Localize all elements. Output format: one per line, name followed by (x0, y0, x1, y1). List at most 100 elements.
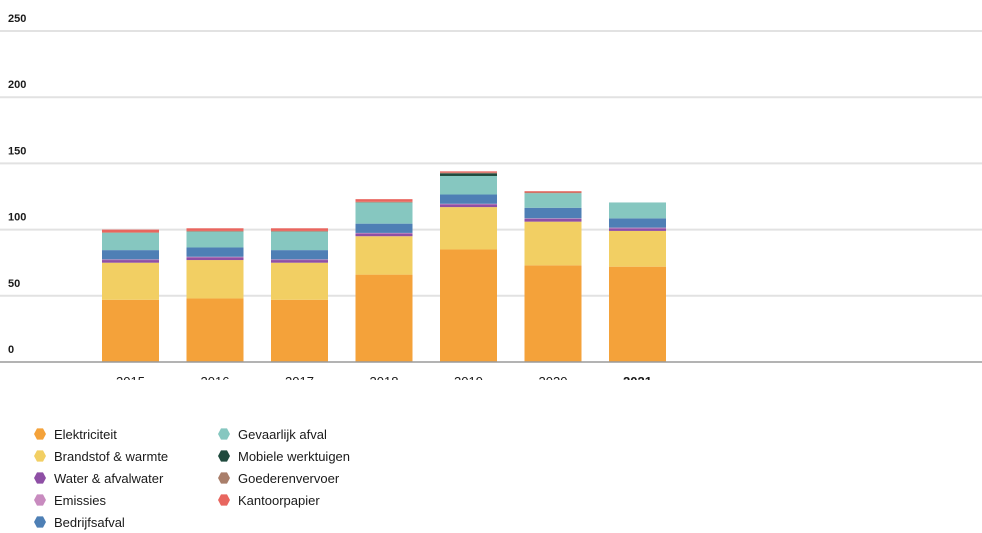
x-tick-label: 2015 (116, 374, 145, 380)
bar-segment (355, 236, 413, 275)
bar-segment (524, 191, 582, 193)
y-tick-label: 150 (8, 145, 26, 157)
legend-item: Bedrijfsafval (34, 513, 214, 531)
gridlines (0, 30, 982, 297)
legend-item: Emissies (34, 491, 214, 509)
bar-segment (440, 175, 497, 195)
bar-segment (609, 230, 666, 267)
bar-segment (524, 219, 582, 222)
bar-segment (609, 202, 666, 219)
legend-marker-icon (34, 450, 46, 462)
bar-segment (609, 227, 666, 229)
bar-stack-2018 (355, 199, 413, 362)
legend-label: Goederenvervoer (238, 470, 340, 486)
x-tick-label: 2017 (285, 374, 314, 380)
bar-segment (186, 231, 244, 248)
x-tick-label: 2019 (454, 374, 483, 380)
x-tick-label: 2020 (539, 374, 568, 380)
legend-item: Gevaarlijk afval (218, 425, 398, 443)
bar-segment (440, 171, 497, 173)
legend-marker-icon (218, 450, 230, 462)
legend-marker-icon (218, 472, 230, 484)
bar-segment (271, 262, 328, 300)
bar-segment (524, 193, 582, 208)
bar-stack-2020 (524, 191, 582, 362)
legend-marker-icon (34, 494, 46, 506)
bar-segment (524, 207, 582, 219)
legend-label: Elektriciteit (54, 426, 117, 442)
bar-segment (102, 232, 159, 251)
bar-segment (186, 298, 244, 362)
legend-marker-icon (34, 516, 46, 528)
legend-label: Kantoorpapier (238, 492, 320, 508)
bar-segment (609, 218, 666, 228)
bar-segment (524, 221, 582, 266)
x-axis-ticks: 2015 2016 2017 2018 2019 2020 2021 (116, 374, 652, 380)
bar-segment (102, 262, 159, 300)
legend-marker-icon (34, 428, 46, 440)
legend-marker-icon (218, 494, 230, 506)
bar-segment (524, 265, 582, 362)
bar-segment (271, 260, 328, 263)
bar-segment (355, 232, 413, 234)
bar-segment (355, 199, 413, 202)
legend-item: Water & afvalwater (34, 469, 214, 487)
legend-item: Kantoorpapier (218, 491, 398, 509)
bar-segment (271, 259, 328, 261)
bar-segment (102, 229, 159, 233)
stacked-bar-chart: 0 50 100 150 200 250 2015 2016 2017 2018 2019 2020… (0, 13, 982, 380)
bar-segment (440, 204, 497, 208)
bar-segment (186, 230, 244, 232)
y-tick-label: 100 (8, 212, 26, 224)
bar-segment (186, 260, 244, 299)
bar-segment (440, 203, 497, 205)
bar-segment (440, 194, 497, 204)
bar-segment (355, 274, 413, 362)
x-tick-label: 2018 (370, 374, 399, 380)
legend-marker-icon (218, 428, 230, 440)
bar-segment (355, 201, 413, 203)
legend-item: Elektriciteit (34, 425, 214, 443)
legend-marker-icon (34, 472, 46, 484)
legend-label: Bedrijfsafval (54, 514, 125, 530)
bar-segment (440, 207, 497, 250)
bar-segment (186, 228, 244, 231)
y-tick-label: 0 (8, 344, 14, 356)
bar-stack-2016 (186, 228, 244, 362)
bar-segment (609, 228, 666, 231)
bar-segment (271, 231, 328, 251)
bar-segment (271, 299, 328, 362)
y-axis-ticks: 0 50 100 150 200 250 (8, 13, 26, 356)
legend-label: Brandstof & warmte (54, 448, 169, 464)
bar-segment (186, 256, 244, 258)
bar-segment (271, 230, 328, 232)
legend-label: Mobiele werktuigen (238, 448, 351, 464)
bar-segment (186, 257, 244, 261)
bar-segment (102, 250, 159, 260)
bar-segment (102, 299, 159, 362)
bar-stack-2019 (440, 171, 497, 362)
bar-segment (355, 233, 413, 237)
bar-stack-2015 (102, 229, 159, 362)
bar-segment (102, 232, 159, 233)
bar-segment (524, 218, 582, 220)
bar-segment (355, 202, 413, 224)
y-tick-label: 250 (8, 13, 26, 25)
legend-label: Gevaarlijk afval (238, 426, 327, 442)
bar-segment (102, 260, 159, 263)
bar-segment (440, 172, 497, 174)
bar-stack-2017 (271, 228, 328, 362)
x-tick-label: 2016 (201, 374, 230, 380)
bar-segment (271, 228, 328, 231)
y-tick-label: 200 (8, 79, 26, 91)
bar-segment (186, 247, 244, 257)
legend-item: Mobiele werktuigen (218, 447, 398, 465)
bar-segment (609, 266, 666, 362)
legend: Elektriciteit Gevaarlijk afval Brandstof &… (34, 425, 398, 531)
legend-label: Water & afvalwater (54, 470, 164, 486)
bar-segment (355, 223, 413, 233)
bar-segment (524, 192, 582, 194)
bar-stack-2021 (609, 202, 666, 362)
legend-item: Goederenvervoer (218, 469, 398, 487)
legend-item: Brandstof & warmte (34, 447, 214, 465)
